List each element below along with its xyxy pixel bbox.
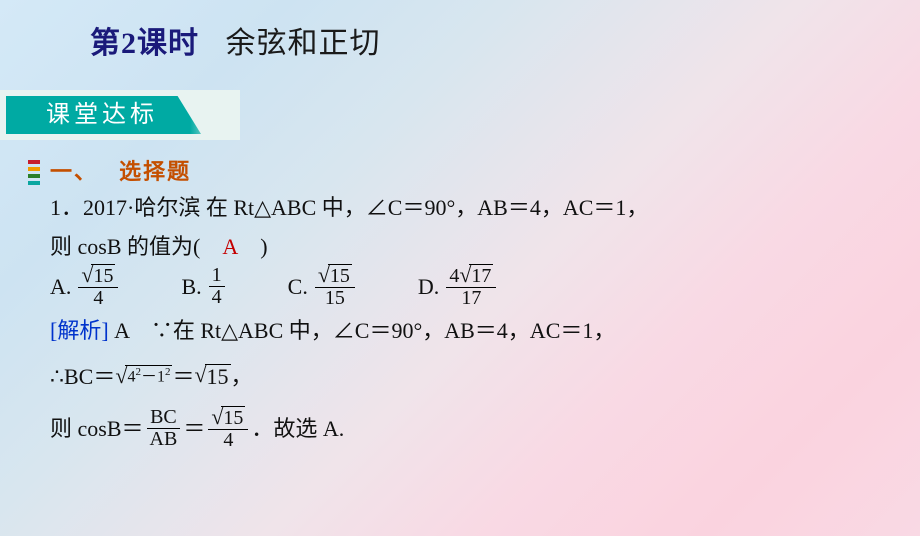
stripe-1 (28, 160, 40, 164)
a-l3-post: ．故选 A. (251, 411, 344, 446)
a-l2-res: √ 15 (194, 364, 230, 389)
q-source: 2017·哈尔滨 (83, 195, 200, 220)
opt-b-label: B. (181, 269, 201, 304)
analysis-tag: [解析] (50, 318, 109, 343)
a-l2-mid: ＝ (172, 359, 194, 394)
opt-d-label: D. (418, 269, 439, 304)
question-line2: 则 cosB 的值为( A ) (50, 229, 890, 264)
opt-c-label: C. (288, 269, 308, 304)
banner-text: 课堂达标 (6, 96, 201, 134)
stripe-decoration (28, 160, 40, 188)
section-heading: 一、 选择题 (50, 154, 920, 186)
a-l2-rad: √ 42－12 (115, 365, 172, 387)
analysis-line1: [解析] A ∵在 Rt△ABC 中，∠C＝90°，AB＝4，AC＝1， (50, 313, 890, 348)
q-stem2-post: ) (238, 234, 267, 259)
stripe-2 (28, 167, 40, 171)
analysis-line3: 则 cosB＝ BC AB ＝ √15 4 ．故选 A. (50, 406, 890, 451)
question-line1: 1．2017·哈尔滨 在 Rt△ABC 中，∠C＝90°，AB＝4，AC＝1， (50, 190, 890, 225)
option-d: D. 4√17 17 (418, 264, 499, 309)
content-area: 1．2017·哈尔滨 在 Rt△ABC 中，∠C＝90°，AB＝4，AC＝1， … (50, 190, 890, 451)
q-stem2-pre: 则 cosB 的值为( (50, 234, 222, 259)
a-l3-pre: 则 cosB＝ (50, 411, 144, 446)
title-bold: 第2课时 (90, 27, 199, 60)
option-c: C. √15 15 (288, 264, 358, 309)
options-row: A. √15 4 B. 1 4 C. √15 15 D. 4√17 17 (50, 264, 890, 309)
q-stem1: 在 Rt△ABC 中，∠C＝90°，AB＝4，AC＝1， (200, 195, 648, 220)
stripe-3 (28, 174, 40, 178)
a-l2-pre: ∴BC＝ (50, 359, 115, 394)
analysis-line2: ∴BC＝ √ 42－12 ＝ √ 15 ， (50, 359, 890, 394)
opt-a-label: A. (50, 269, 71, 304)
lesson-title: 第2课时 余弦和正切 (90, 18, 920, 62)
title-sub: 余弦和正切 (226, 27, 381, 60)
q-number: 1． (50, 195, 83, 220)
option-b: B. 1 4 (181, 265, 227, 308)
a-l2-post: ， (231, 359, 253, 394)
stripe-4 (28, 181, 40, 185)
analysis-lead: A ∵在 Rt△ABC 中，∠C＝90°，AB＝4，AC＝1， (109, 318, 616, 343)
option-a: A. √15 4 (50, 264, 121, 309)
a-l3-mid1: ＝ (183, 411, 205, 446)
a-l3-frac2: √15 4 (208, 406, 248, 451)
a-l3-frac1: BC AB (147, 407, 181, 450)
banner: 课堂达标 (0, 90, 240, 140)
answer-letter: A (222, 234, 238, 259)
